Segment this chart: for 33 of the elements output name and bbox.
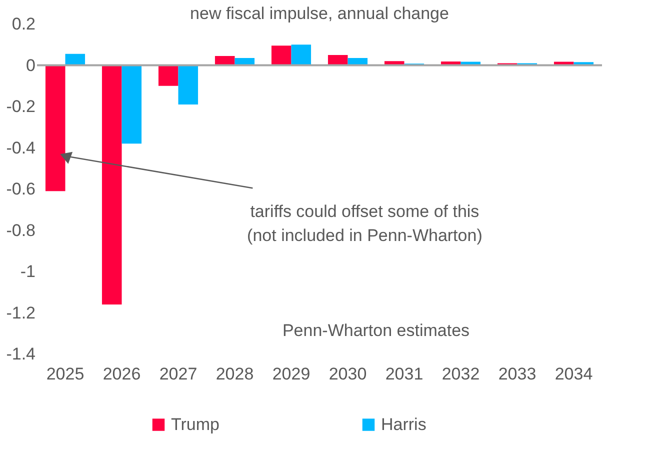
bar: [271, 46, 292, 66]
x-tick-label: 2031: [385, 364, 424, 384]
bar: [291, 44, 312, 66]
x-tick-label: 2026: [102, 364, 141, 384]
bar: [122, 65, 142, 144]
x-tick-label: 2028: [216, 364, 254, 384]
y-tick-label: -1.4: [6, 344, 36, 364]
y-tick-label: -0.2: [6, 97, 36, 116]
annotation: tariffs could offset some of this (not included in Penn-Wharton): [247, 202, 482, 246]
y-tick-label: -1.2: [6, 303, 36, 322]
bar: [45, 65, 66, 192]
y-tick-label: -1: [20, 262, 36, 281]
annotation: Penn-Wharton estimates: [282, 320, 470, 340]
legend-label: Harris: [381, 414, 426, 434]
x-tick-label: 2025: [46, 364, 84, 384]
x-tick-label: 2034: [554, 364, 593, 384]
bar: [65, 54, 86, 66]
chart-title: new fiscal impulse, annual change: [190, 4, 449, 23]
y-tick-label: -0.6: [6, 180, 36, 198]
y-tick-label: -0.8: [6, 220, 36, 240]
x-tick-label: 2029: [272, 364, 310, 384]
bar: [178, 65, 198, 104]
x-tick-label: 2032: [442, 364, 480, 384]
y-tick-label: 0: [26, 56, 36, 75]
y-tick-label: 0.2: [12, 14, 36, 34]
legend-label: Trump: [171, 414, 220, 434]
y-tick-label: -0.4: [6, 138, 36, 158]
x-tick-label: 2030: [328, 364, 367, 384]
x-tick-label: 2033: [498, 364, 536, 384]
bar: [328, 54, 348, 66]
x-tick-label: 2027: [159, 364, 198, 384]
bar: [158, 65, 178, 86]
bar: [102, 65, 122, 304]
